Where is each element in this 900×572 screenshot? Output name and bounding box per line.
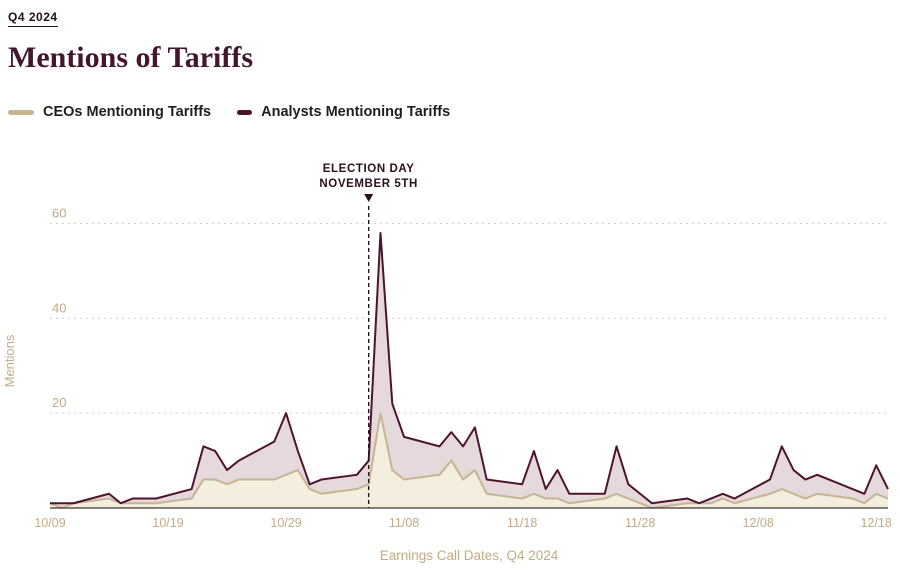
legend: CEOs Mentioning Tariffs Analysts Mention… bbox=[8, 102, 900, 122]
legend-label-analysts: Analysts Mentioning Tariffs bbox=[261, 104, 451, 120]
election-annotation-line2: NOVEMBER 5TH bbox=[319, 178, 418, 190]
ceos-area bbox=[50, 413, 888, 508]
mentions-of-tariffs-chart: 20 40 60 10/09 10/19 10/29 11/08 11/18 11/28 12/0… bbox=[2, 163, 892, 563]
x-tick-label: 11/28 bbox=[625, 516, 655, 530]
analysts-series-swatch-icon bbox=[237, 109, 253, 115]
x-tick-label: 11/18 bbox=[507, 516, 537, 530]
page-title: Mentions of Tariffs bbox=[8, 41, 254, 74]
legend-label-ceos: CEOs Mentioning Tariffs bbox=[43, 104, 212, 120]
y-tick-label: 40 bbox=[52, 300, 66, 315]
x-tick-label: 12/08 bbox=[743, 516, 774, 530]
ceos-line bbox=[49, 412, 889, 509]
x-tick-label: 10/09 bbox=[34, 516, 65, 530]
x-tick-label: 11/08 bbox=[389, 516, 419, 530]
y-axis-title: Mentions bbox=[2, 334, 17, 387]
x-axis-title: Earnings Call Dates, Q4 2024 bbox=[380, 548, 559, 563]
x-tick-label: 10/29 bbox=[270, 516, 301, 530]
legend-item-ceos: CEOs Mentioning Tariffs bbox=[8, 104, 211, 120]
y-tick-label: 60 bbox=[52, 205, 66, 220]
ceos-series-swatch-icon bbox=[8, 109, 34, 115]
eyebrow-quarter-label: Q4 2024 bbox=[8, 10, 58, 27]
analysts-area bbox=[50, 232, 888, 508]
legend-item-analysts: Analysts Mentioning Tariffs bbox=[237, 104, 450, 120]
x-tick-label: 10/19 bbox=[152, 516, 183, 530]
election-annotation-line1: ELECTION DAY bbox=[323, 163, 415, 175]
analysts-line bbox=[50, 231, 889, 505]
down-triangle-marker-icon bbox=[364, 194, 374, 202]
y-tick-label: 20 bbox=[52, 395, 66, 410]
chart-header: Q4 2024 Mentions of Tariffs bbox=[0, 0, 900, 76]
x-tick-label: 12/18 bbox=[861, 516, 892, 530]
